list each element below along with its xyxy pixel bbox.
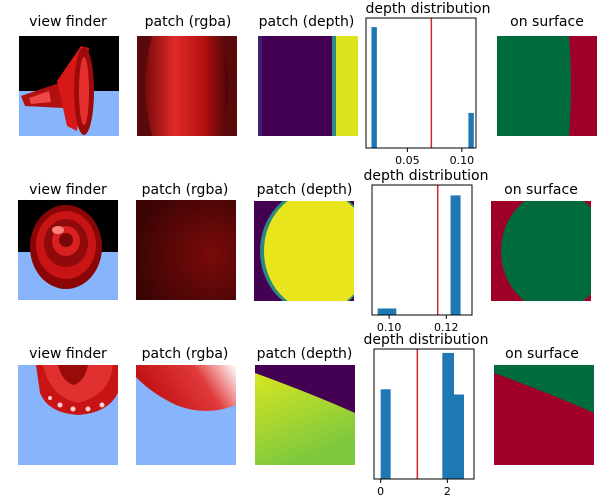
histogram-bar [377, 308, 397, 315]
patch-rgba-title: patch (rgba) [144, 14, 232, 30]
rgba-patch-render [136, 200, 236, 300]
x-tick-label: 0 [377, 485, 384, 498]
histogram-bar [380, 389, 391, 479]
on-surface-title: on surface [504, 182, 578, 198]
rgba-patch-render [136, 365, 236, 411]
depth-distribution-title: depth distribution [363, 168, 489, 184]
on-surface-title: on surface [510, 14, 584, 30]
depth-distribution-title: depth distribution [363, 332, 489, 348]
on-surface-image [497, 36, 597, 136]
on-surface-image [491, 201, 591, 301]
axes-frame [365, 17, 477, 149]
surface-mask [501, 201, 591, 301]
patch-depth-image [258, 36, 358, 136]
patch-rgba-image [136, 200, 236, 300]
depth-patch-render [255, 365, 355, 465]
depth-patch-render [260, 201, 354, 301]
axes-frame [371, 184, 473, 316]
depth-distribution-title: depth distribution [365, 1, 491, 17]
histogram-bar [454, 394, 464, 479]
surface-mask [569, 36, 597, 136]
view-finder-title: view finder [29, 346, 107, 362]
histogram-bar [450, 195, 461, 315]
histogram-bar [468, 112, 474, 148]
patch-rgba-title: patch (rgba) [141, 182, 229, 198]
patch-depth-title: patch (depth) [256, 346, 353, 362]
view-finder-title: view finder [29, 14, 107, 30]
histogram-bar [442, 352, 454, 479]
depth-patch-render [258, 36, 358, 136]
patch-depth-title: patch (depth) [258, 14, 355, 30]
rgba-patch-render [145, 36, 229, 136]
patch-depth-title: patch (depth) [256, 182, 353, 198]
x-tick-label: 0.05 [395, 154, 420, 167]
patch-rgba-image [137, 36, 237, 136]
histogram-svg: 0.10 0.12 [371, 184, 473, 334]
x-tick-label: 0.12 [434, 321, 459, 334]
x-tick-label: 2 [444, 485, 451, 498]
axes-frame [373, 348, 475, 480]
view-finder-image [18, 200, 118, 300]
on-surface-image [494, 365, 594, 465]
patch-rgba-image [136, 365, 236, 465]
patch-rgba-title: patch (rgba) [141, 346, 229, 362]
histogram-bar [371, 27, 377, 148]
view-finder-image [19, 36, 119, 136]
horn-render [19, 36, 119, 136]
on-surface-title: on surface [505, 346, 579, 362]
depth-histogram: 0.10 0.12 [371, 184, 473, 335]
histogram-svg: 0.05 0.10 [365, 17, 477, 167]
horn-render [18, 200, 118, 300]
x-tick-label: 0.10 [450, 154, 475, 167]
patch-depth-image [254, 201, 354, 301]
x-tick-label: 0.10 [377, 321, 402, 334]
patch-depth-image [255, 365, 355, 465]
view-finder-title: view finder [29, 182, 107, 198]
surface-mask [494, 365, 594, 413]
horn-render [36, 365, 118, 415]
depth-histogram: 0.05 0.10 [365, 17, 486, 168]
view-finder-image [18, 365, 118, 465]
